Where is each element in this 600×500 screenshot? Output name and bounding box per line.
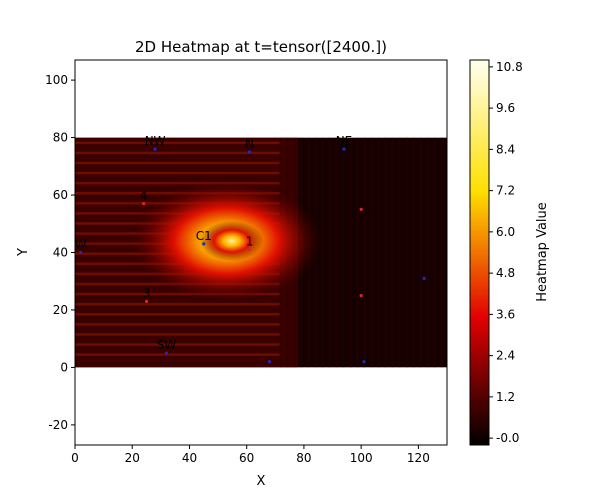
y-tick-label: 60 [53,188,68,202]
heat-band [342,137,345,368]
heat-band [75,353,280,356]
marker-label: 1 [246,235,254,249]
heat-band [363,137,366,368]
colorbar-tick-label: 10.8 [496,60,523,74]
marker-point [144,299,149,303]
marker-label: NE [336,134,353,148]
heat-band [405,137,408,368]
x-tick-label: 40 [182,451,197,465]
heat-band [398,137,401,368]
marker-point [362,360,366,364]
heat-band [328,137,331,368]
marker-label: N [245,137,254,151]
heat-band [412,137,415,368]
chart-title: 2D Heatmap at t=tensor([2400.]) [135,38,387,56]
heat-band [75,333,280,336]
marker-label: 3 [143,286,151,300]
heat-band [419,137,422,368]
heat-band [384,137,387,368]
marker-point [247,150,252,154]
marker-point [164,351,169,355]
colorbar-tick-label: 7.2 [496,184,515,198]
colorbar-tick-label: 9.6 [496,101,515,115]
colorbar-tick-label: 3.6 [496,307,515,321]
marker-point [359,207,363,212]
heat-band [356,137,359,368]
marker-point [342,147,346,151]
x-tick-label: 120 [407,451,430,465]
heat-band [75,343,280,346]
heat-band [321,137,324,368]
heat-band [75,161,280,165]
colorbar-tick-label: 1.2 [496,390,515,404]
marker-label: NW [145,134,166,148]
x-tick-label: 100 [350,451,373,465]
colorbar-label: Heatmap Value [535,202,550,302]
marker-point [79,250,83,255]
y-tick-label: 80 [53,131,68,145]
heat-band [377,137,380,368]
marker-point [153,147,157,151]
marker-label: C1 [196,229,212,243]
marker-point [422,276,426,280]
y-tick-label: 40 [53,246,68,260]
marker-point [267,360,272,364]
heat-band [433,137,436,368]
x-axis-ticks: 0 20 40 60 80 100 120 [71,445,430,465]
heat-band [335,137,338,368]
y-tick-label: 20 [53,303,68,317]
colorbar-tick-label: 8.4 [496,142,515,156]
colorbar: -0.0 1.2 2.4 3.6 4.8 6.0 7.2 8.4 9.6 10.8 Heatmap… [469,59,550,446]
colorbar-tick-label: -0.0 [496,431,519,445]
x-axis-label: X [257,474,266,489]
x-tick-label: 80 [296,451,311,465]
marker-point [202,242,206,246]
heat-band [75,302,280,306]
marker-point [247,248,252,252]
heat-band [75,141,280,145]
heat-band [75,181,280,185]
heat-band [75,323,280,326]
y-tick-label: 100 [45,73,68,87]
heat-band [440,137,443,368]
heat-band [75,171,280,175]
marker-point [142,202,146,206]
x-tick-label: 20 [125,451,140,465]
heat-band [75,151,280,155]
marker-label: SW [157,338,177,352]
heat-peak-core [199,221,264,262]
colorbar-tick-label: 6.0 [496,225,515,239]
heat-band [75,313,280,316]
colorbar-tick-label: 2.4 [496,349,515,363]
colorbar-gradient [469,59,490,446]
colorbar-ticks: -0.0 1.2 2.4 3.6 4.8 6.0 7.2 8.4 9.6 10.8 [489,60,523,445]
heat-band [349,137,352,368]
marker-label: W [75,238,87,252]
plot-area: NW N NE 4 C1 1 W 3 SW 0 20 40 60 80 100 120 -20 0 20 40 60… [45,59,448,465]
y-axis-ticks: -20 0 20 40 60 80 100 [45,73,75,432]
y-tick-label: -20 [48,418,68,432]
heat-band [75,292,280,296]
x-tick-label: 60 [239,451,254,465]
heatmap-field [75,137,447,368]
x-tick-label: 0 [71,451,79,465]
colorbar-tick-label: 4.8 [496,266,515,280]
marker-label: 4 [140,189,148,203]
y-tick-label: 0 [60,360,68,374]
marker-layer: NW N NE 4 C1 1 W 3 SW [75,134,426,364]
heat-band [426,137,429,368]
heat-band [370,137,373,368]
y-axis-label: Y [16,248,31,257]
heat-band [391,137,394,368]
marker-point [359,293,363,298]
